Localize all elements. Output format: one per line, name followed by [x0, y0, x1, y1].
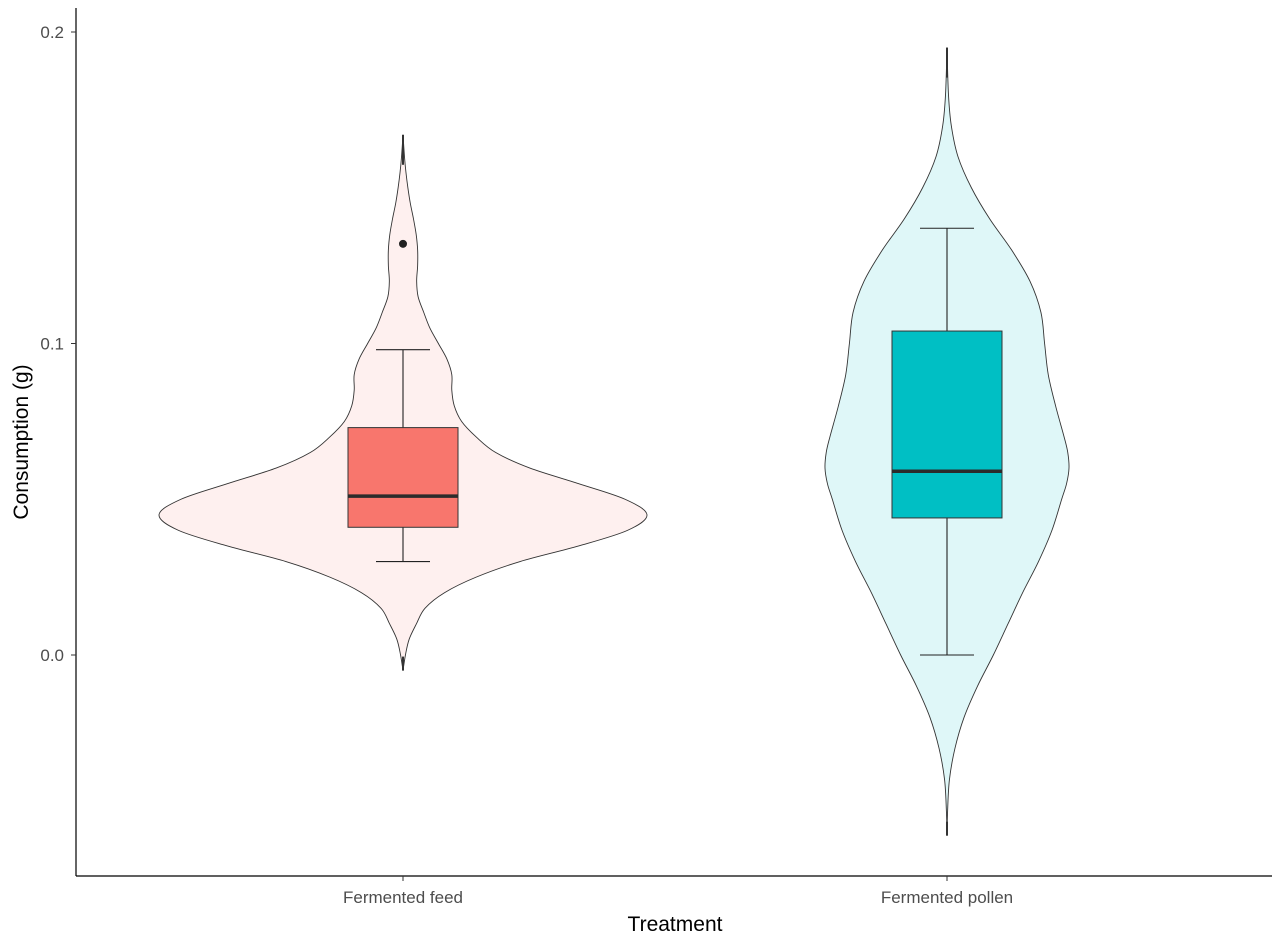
y-tick-label: 0.0 — [40, 646, 64, 665]
box-iqr — [891, 330, 1003, 519]
x-axis-title: Treatment — [628, 913, 723, 936]
y-tick-label: 0.2 — [40, 23, 64, 42]
y-tick-label: 0.1 — [40, 335, 64, 354]
y-axis-title: Consumption (g) — [10, 364, 33, 519]
y-axis-ticks: 0.0 0.1 0.2 — [40, 23, 76, 665]
plot-area — [158, 47, 1070, 836]
x-tick-label: Fermented pollen — [881, 888, 1013, 907]
violin-group-1 — [158, 134, 648, 671]
box-iqr — [347, 427, 459, 528]
violin-group-2 — [824, 47, 1070, 836]
x-axis-ticks: Fermented feed Fermented pollen — [343, 876, 1013, 907]
outlier-point — [399, 239, 407, 248]
x-tick-label: Fermented feed — [343, 888, 463, 907]
